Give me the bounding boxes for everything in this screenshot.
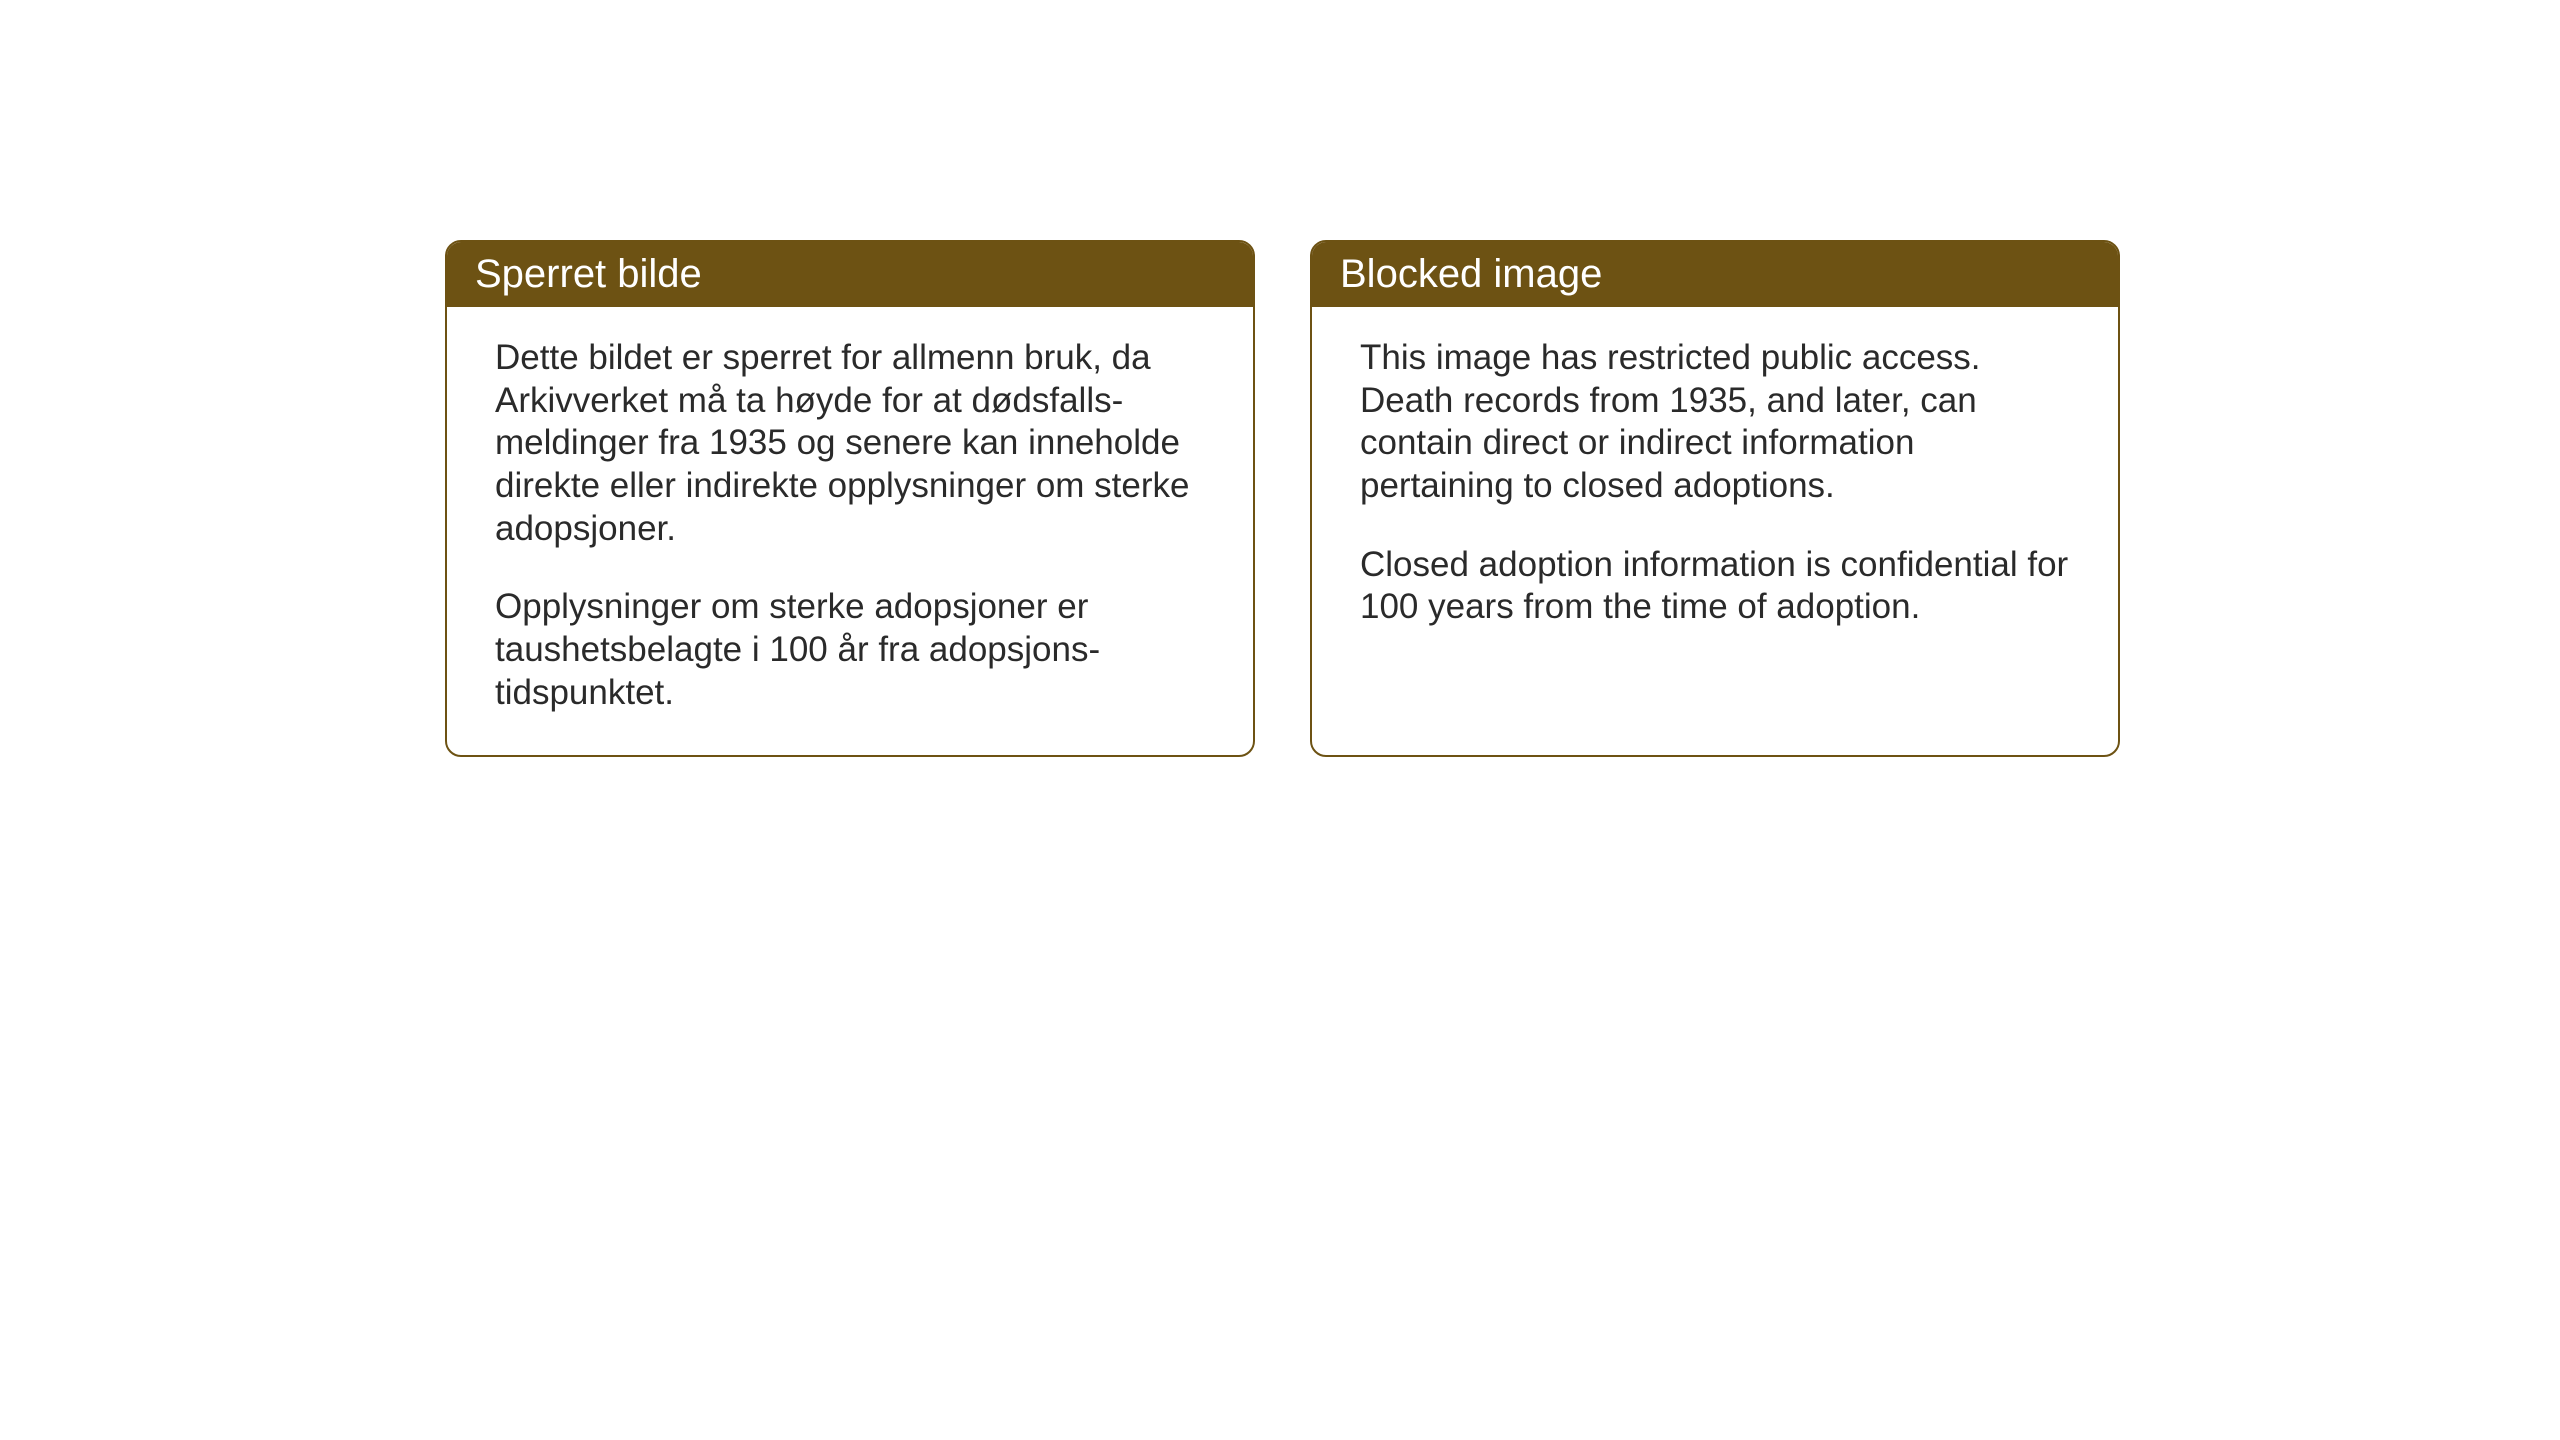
english-card-title: Blocked image: [1312, 242, 2118, 307]
english-paragraph-2: Closed adoption information is confident…: [1360, 544, 2070, 629]
norwegian-paragraph-1: Dette bildet er sperret for allmenn bruk…: [495, 337, 1205, 550]
norwegian-notice-card: Sperret bilde Dette bildet er sperret fo…: [445, 240, 1255, 757]
english-card-body: This image has restricted public access.…: [1312, 307, 2118, 669]
english-notice-card: Blocked image This image has restricted …: [1310, 240, 2120, 757]
english-paragraph-1: This image has restricted public access.…: [1360, 337, 2070, 508]
norwegian-paragraph-2: Opplysninger om sterke adopsjoner er tau…: [495, 586, 1205, 714]
norwegian-card-title: Sperret bilde: [447, 242, 1253, 307]
notice-cards-container: Sperret bilde Dette bildet er sperret fo…: [445, 240, 2120, 757]
norwegian-card-body: Dette bildet er sperret for allmenn bruk…: [447, 307, 1253, 755]
